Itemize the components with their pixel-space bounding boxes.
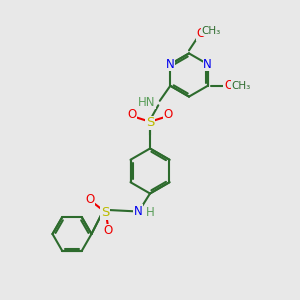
Text: N: N [166,58,175,71]
Text: O: O [128,107,136,121]
Text: S: S [146,116,154,130]
Text: HN: HN [138,96,155,109]
Text: O: O [224,79,233,92]
Text: N: N [134,205,142,218]
Text: S: S [101,206,109,220]
Text: O: O [196,27,206,40]
Text: O: O [85,193,94,206]
Text: O: O [103,224,112,238]
Text: CH₃: CH₃ [202,26,221,36]
Text: H: H [146,206,154,220]
Text: N: N [203,58,212,71]
Text: O: O [164,107,172,121]
Text: CH₃: CH₃ [231,81,250,91]
